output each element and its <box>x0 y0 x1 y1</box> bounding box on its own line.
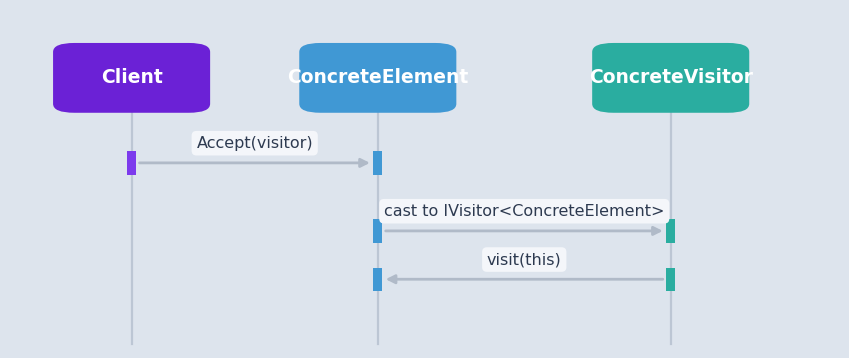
Text: ConcreteElement: ConcreteElement <box>287 68 469 87</box>
Text: visit(this): visit(this) <box>486 252 562 267</box>
Text: Accept(visitor): Accept(visitor) <box>196 136 313 151</box>
Bar <box>373 151 382 174</box>
Bar <box>373 219 382 243</box>
Bar <box>127 151 136 174</box>
FancyBboxPatch shape <box>53 43 210 113</box>
Text: cast to IVisitor<ConcreteElement>: cast to IVisitor<ConcreteElement> <box>384 204 665 219</box>
Bar <box>666 268 676 291</box>
FancyBboxPatch shape <box>593 43 750 113</box>
Bar <box>373 268 382 291</box>
Bar <box>666 219 676 243</box>
Text: ConcreteVisitor: ConcreteVisitor <box>588 68 753 87</box>
Text: Client: Client <box>101 68 162 87</box>
FancyBboxPatch shape <box>300 43 457 113</box>
